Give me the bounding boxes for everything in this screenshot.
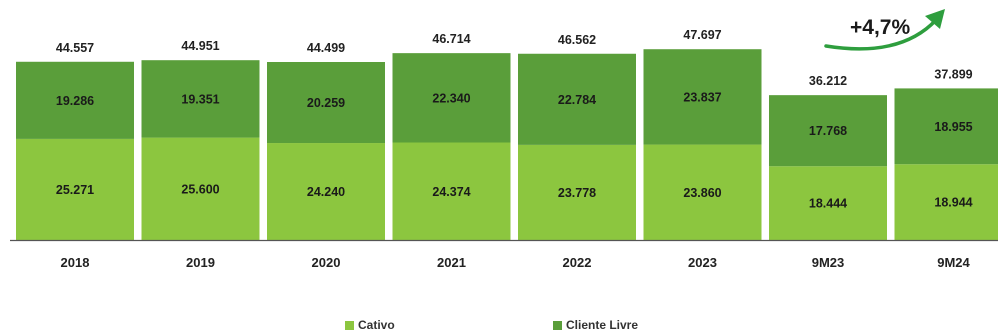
data-label-cativo-2023: 23.860 [683, 186, 721, 200]
growth-arrowhead-icon [925, 9, 945, 29]
tick-label-2018: 2018 [61, 255, 90, 270]
tick-label-9m24: 9M24 [937, 255, 970, 270]
bar-cativo-2018 [16, 138, 134, 240]
total-label-2018: 44.557 [56, 41, 94, 55]
data-label-cativo-2021: 24.374 [432, 185, 470, 199]
legend-label-cativo: Cativo [358, 318, 395, 332]
bar-cativo-2019 [141, 137, 260, 240]
bar-cliente-livre-9m23 [769, 95, 887, 167]
bars-layer [16, 49, 998, 240]
bar-cliente-livre-2020 [267, 62, 385, 144]
total-label-2023: 47.697 [683, 28, 721, 42]
tick-label-2023: 2023 [688, 255, 717, 270]
data-label-cliente-livre-2020: 20.259 [307, 96, 345, 110]
bar-cliente-livre-2022 [518, 53, 636, 145]
total-label-2019: 44.951 [181, 39, 219, 53]
data-label-cativo-9m23: 18.444 [809, 197, 847, 211]
growth-arrow-icon [824, 18, 938, 51]
tick-label-2022: 2022 [563, 255, 592, 270]
total-label-2022: 46.562 [558, 33, 596, 47]
data-label-cliente-livre-2021: 22.340 [432, 91, 470, 105]
legend-item-cativo: Cativo [345, 318, 395, 332]
legend-label-cliente-livre: Cliente Livre [566, 318, 639, 332]
bar-cativo-2022 [518, 144, 636, 240]
bar-cliente-livre-2023 [643, 49, 762, 145]
bar-cativo-2020 [267, 143, 385, 240]
bar-cativo-2021 [392, 142, 511, 240]
x-tick-labels: 2018 2019 2020 2021 2022 2023 9M23 9M24 [61, 255, 971, 270]
tick-label-2021: 2021 [437, 255, 466, 270]
growth-annotation: +4,7% [850, 16, 911, 39]
data-label-cliente-livre-2023: 23.837 [683, 90, 721, 104]
bar-cliente-livre-2018 [16, 61, 134, 139]
labels-layer: 25.271 19.286 44.557 25.600 19.351 44.951 24.2… [56, 28, 973, 210]
total-label-2021: 46.714 [432, 32, 470, 46]
bar-cativo-2023 [643, 144, 762, 240]
data-label-cativo-2022: 23.778 [558, 186, 596, 200]
tick-label-2019: 2019 [186, 255, 215, 270]
legend-item-cliente-livre: Cliente Livre [553, 318, 638, 332]
legend-swatch-cliente-livre [553, 320, 562, 330]
data-label-cliente-livre-9m24: 18.955 [934, 120, 972, 134]
data-label-cativo-2019: 25.600 [181, 182, 219, 196]
data-label-cativo-2020: 24.240 [307, 185, 345, 199]
bar-cliente-livre-9m24 [894, 88, 998, 165]
data-label-cliente-livre-9m23: 17.768 [809, 124, 847, 138]
data-label-cativo-9m24: 18.944 [934, 196, 972, 210]
tick-label-2020: 2020 [312, 255, 341, 270]
total-label-9m24: 37.899 [934, 67, 972, 81]
bar-cativo-9m23 [769, 166, 887, 240]
total-label-9m23: 36.212 [809, 74, 847, 88]
data-label-cliente-livre-2022: 22.784 [558, 93, 596, 107]
total-label-2020: 44.499 [307, 41, 345, 55]
data-label-cativo-2018: 25.271 [56, 183, 94, 197]
legend-swatch-cativo [345, 320, 354, 330]
data-label-cliente-livre-2018: 19.286 [56, 94, 94, 108]
data-label-cliente-livre-2019: 19.351 [181, 92, 219, 106]
legend: Cativo Cliente Livre [0, 318, 998, 334]
bar-cliente-livre-2021 [392, 53, 511, 143]
bar-cativo-9m24 [894, 164, 998, 240]
bar-cliente-livre-2019 [141, 60, 260, 138]
tick-label-9m23: 9M23 [812, 255, 845, 270]
